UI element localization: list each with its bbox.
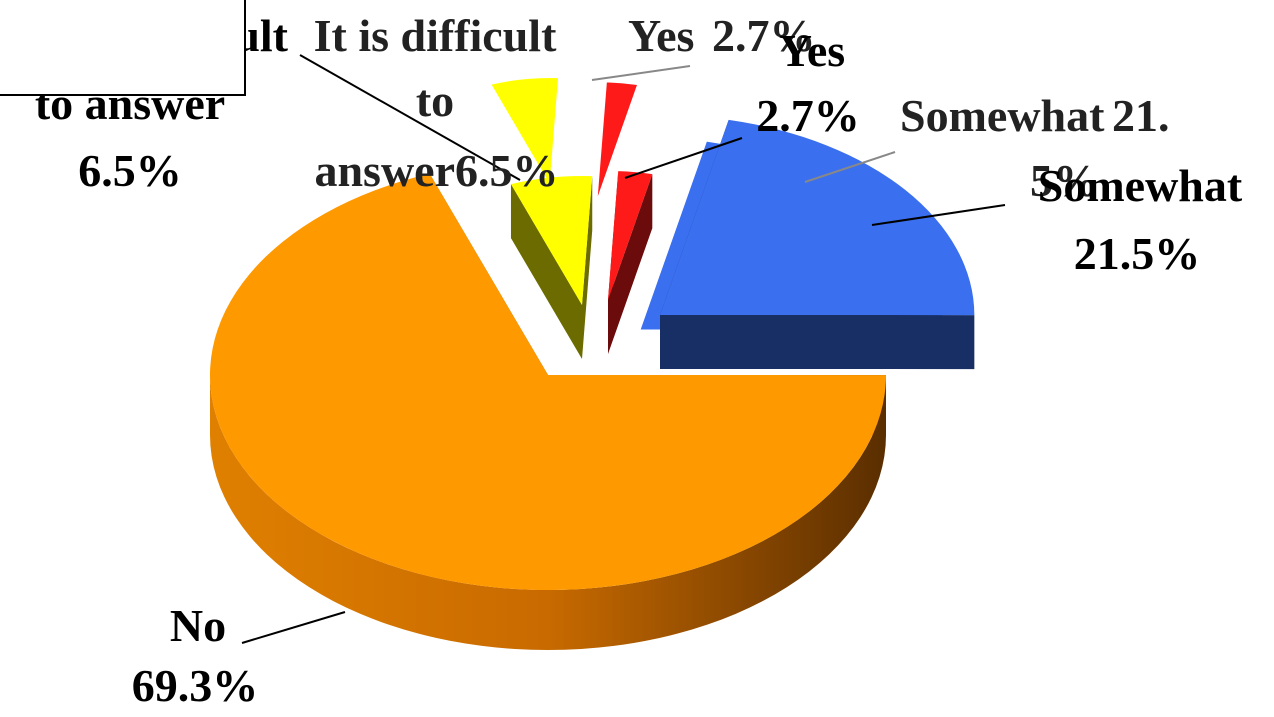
slice-label: 6.5% — [455, 145, 559, 196]
slice-label: 6.5% — [78, 145, 182, 196]
slice-face — [510, 184, 582, 359]
slice-label: No — [170, 600, 226, 651]
slice — [210, 173, 887, 590]
slice-label: 2.7% — [712, 10, 816, 61]
slice-face — [582, 176, 593, 359]
slice-label: Somewhat — [1038, 160, 1243, 211]
leader-line — [591, 65, 691, 81]
slice-label: Somewhat — [900, 90, 1105, 141]
leader-lines — [241, 54, 1006, 644]
slice — [608, 171, 653, 300]
slice-label: Yes — [779, 25, 845, 76]
slice-face — [608, 174, 653, 354]
slice-face — [660, 315, 975, 370]
ghost-slice — [596, 81, 639, 201]
slice-side — [210, 375, 886, 651]
slice-label: Yes — [628, 10, 694, 61]
labels: It is difficult to answer 6.5%Yes 2.7%Somewh… — [35, 10, 1243, 711]
leader-line — [299, 54, 521, 181]
leader-line — [871, 204, 1006, 226]
slice — [510, 176, 593, 305]
slice-label: 21.5% — [1074, 228, 1201, 279]
leader-line — [241, 611, 346, 644]
leader-line — [624, 137, 743, 179]
slice-label: 21.5% — [1030, 90, 1170, 206]
slices — [210, 119, 975, 651]
slice — [660, 119, 975, 316]
slice-label: 69.3% — [132, 660, 259, 711]
overlay-box — [0, 0, 246, 96]
slice-label: It is difficult to answer — [314, 10, 557, 196]
leader-line — [804, 151, 896, 183]
slice-label: 2.7% — [756, 90, 860, 141]
ghost-slice — [490, 77, 560, 187]
